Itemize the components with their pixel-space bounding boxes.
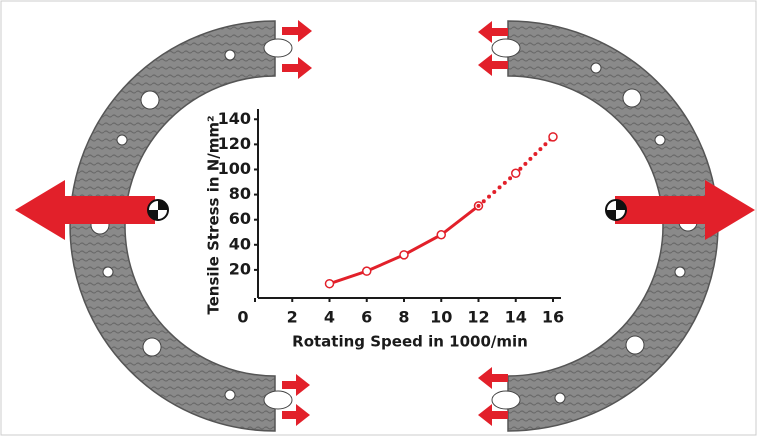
- y-tick-label: 60: [229, 209, 251, 228]
- x-tick-label: 4: [324, 308, 335, 327]
- y-tick-label: 140: [218, 109, 251, 128]
- y-tick-label: 120: [218, 134, 251, 153]
- y-tick-label: 20: [229, 259, 251, 278]
- y-tick-label: 100: [218, 159, 251, 178]
- chart: Rotating Speed in 1000/min Tensile Stres…: [205, 109, 565, 351]
- right-ring: [507, 20, 719, 432]
- data-point: [324, 278, 335, 289]
- chart-background: [200, 105, 580, 355]
- y-tick-label: 40: [229, 234, 251, 253]
- y-tick-label: 80: [229, 184, 251, 203]
- balance-symbols: [147, 199, 627, 221]
- x-axis-title: Rotating Speed in 1000/min: [292, 333, 528, 351]
- data-point: [436, 230, 446, 240]
- x-tick-label: 10: [430, 308, 452, 327]
- x-tick-label: 8: [398, 308, 409, 327]
- holes: [90, 38, 698, 410]
- y-axis-title: Tensile Stress in N/mm²: [205, 115, 223, 314]
- x-tick-label: 6: [361, 308, 372, 327]
- x-tick-label: 2: [287, 308, 298, 327]
- data-point: [362, 266, 372, 276]
- data-point: [548, 132, 558, 142]
- x-tick-label: 12: [467, 308, 489, 327]
- data-point: [511, 168, 521, 178]
- left-ring: [69, 20, 276, 432]
- x-tick-label: 14: [505, 308, 527, 327]
- data-point: [399, 250, 409, 260]
- arrows: [15, 20, 755, 426]
- x-tick-label: 16: [542, 308, 564, 327]
- x-tick-label: 0: [237, 308, 248, 327]
